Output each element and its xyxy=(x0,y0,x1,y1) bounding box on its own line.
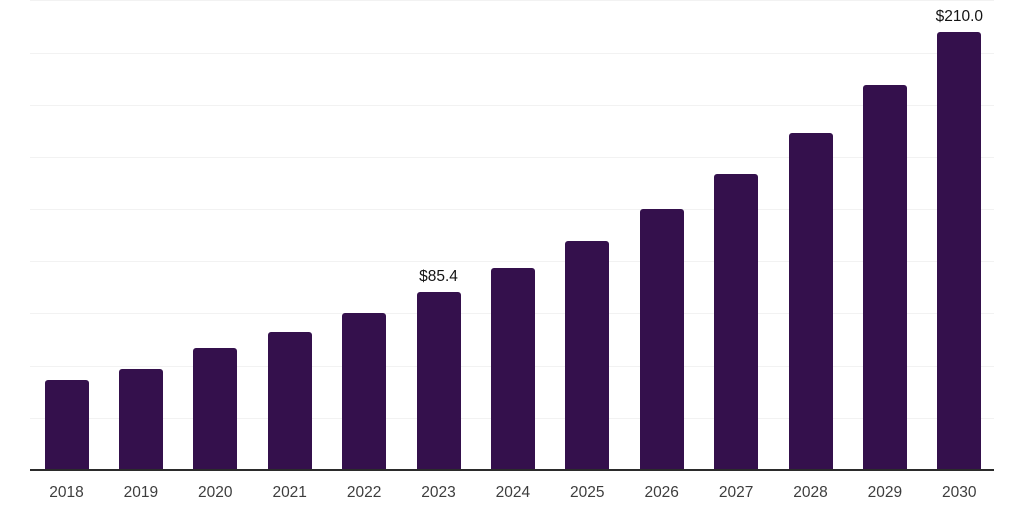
gridline-150 xyxy=(30,156,994,158)
x-tick-label-2021: 2021 xyxy=(272,484,307,501)
gridline-175 xyxy=(30,104,994,106)
x-tick-label-2024: 2024 xyxy=(495,484,531,501)
x-tick-label-2025: 2025 xyxy=(570,484,605,501)
bar-2030 xyxy=(937,31,982,470)
bar-2026 xyxy=(639,209,684,470)
gridline-225 xyxy=(30,0,994,2)
x-tick-label-2018: 2018 xyxy=(49,484,84,501)
bar-2023 xyxy=(416,291,461,470)
bar-2028 xyxy=(788,132,833,470)
bar-2020 xyxy=(193,347,238,470)
bar-2018 xyxy=(44,380,89,470)
bar-2025 xyxy=(565,241,610,470)
x-tick-label-2030: 2030 xyxy=(942,484,977,501)
x-tick-label-2026: 2026 xyxy=(644,484,679,501)
gridline-100 xyxy=(30,261,994,263)
x-tick-label-2028: 2028 xyxy=(793,484,828,501)
x-tick-label-2022: 2022 xyxy=(346,484,382,501)
x-axis-line xyxy=(30,469,994,471)
gridline-125 xyxy=(30,209,994,211)
bar-2019 xyxy=(118,369,163,470)
bar-2027 xyxy=(714,174,759,470)
x-tick-label-2023: 2023 xyxy=(421,484,456,501)
bar-2024 xyxy=(490,268,535,470)
value-label-2023: $85.4 xyxy=(419,267,458,285)
x-tick-label-2027: 2027 xyxy=(718,484,754,501)
x-tick-label-2029: 2029 xyxy=(867,484,903,501)
bar-2021 xyxy=(267,331,312,470)
x-tick-label-2020: 2020 xyxy=(198,484,233,501)
plot-area: $85.4 $210.0 xyxy=(30,0,994,471)
x-tick-label-2019: 2019 xyxy=(123,484,159,501)
gridline-200 xyxy=(30,52,994,54)
bar-2022 xyxy=(342,313,387,470)
bar-2029 xyxy=(862,85,907,470)
value-label-2030: $210.0 xyxy=(935,7,984,25)
